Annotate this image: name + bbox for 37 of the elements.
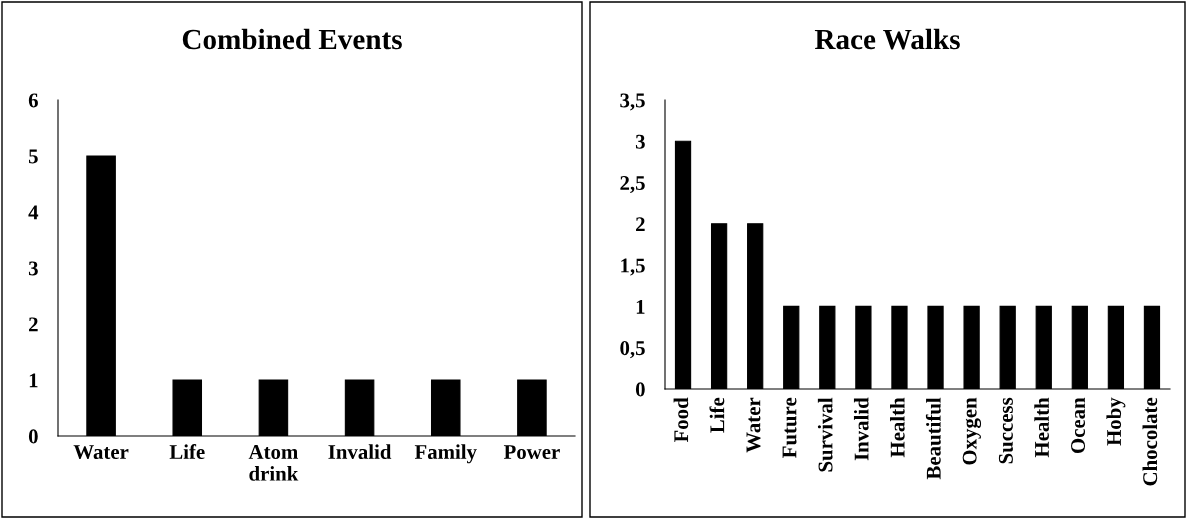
- x-tick-label: Food: [673, 397, 689, 443]
- y-tick-label: 1: [29, 373, 38, 388]
- y-tick-label: 0,5: [620, 341, 645, 359]
- y-tick-label: 4: [28, 205, 39, 220]
- x-tick-label: Beautiful: [925, 397, 941, 480]
- x-tick-label: Water: [73, 445, 129, 460]
- chart-title: Race Walks: [814, 28, 960, 50]
- x-tick-label: Power: [503, 445, 560, 459]
- x-tick-label: Future: [782, 397, 797, 458]
- y-tick-label: 3: [28, 261, 38, 276]
- y-tick-label: 0: [635, 382, 645, 397]
- y-tick-label: 6: [28, 93, 38, 108]
- y-tick-label: 2: [636, 217, 645, 232]
- y-tick-label: 3: [635, 134, 645, 149]
- x-tick-label: Chocolate: [1142, 397, 1158, 486]
- x-tick-label: Health: [890, 397, 905, 458]
- y-tick-label: 5: [28, 149, 38, 164]
- x-tick-label: Oxygen: [962, 397, 982, 465]
- x-tick-label: Success: [998, 397, 1013, 464]
- x-tick-label: Life: [709, 397, 725, 433]
- x-tick-label: Life: [169, 444, 205, 459]
- x-tick-label: Survival: [817, 397, 833, 472]
- y-tick-label: 0: [28, 429, 38, 444]
- y-tick-label: 1,5: [621, 258, 645, 276]
- x-tick-label: Health: [1034, 397, 1049, 458]
- x-tick-label: Water: [746, 397, 761, 453]
- x-tick-label: Hoby: [1106, 397, 1126, 446]
- y-tick-label: 2: [29, 317, 38, 332]
- chart-title: Combined Events: [182, 28, 402, 50]
- x-tick-label: Atom drink: [248, 445, 299, 481]
- x-tick-label: Family: [414, 444, 477, 464]
- y-tick-label: 1: [636, 299, 645, 314]
- y-tick-label: 3,5: [620, 93, 645, 111]
- x-tick-label: Ocean: [1071, 397, 1086, 454]
- x-tick-label: Invalid: [853, 397, 869, 461]
- x-tick-label: Invalid: [328, 444, 392, 459]
- y-tick-label: 2,5: [620, 176, 645, 194]
